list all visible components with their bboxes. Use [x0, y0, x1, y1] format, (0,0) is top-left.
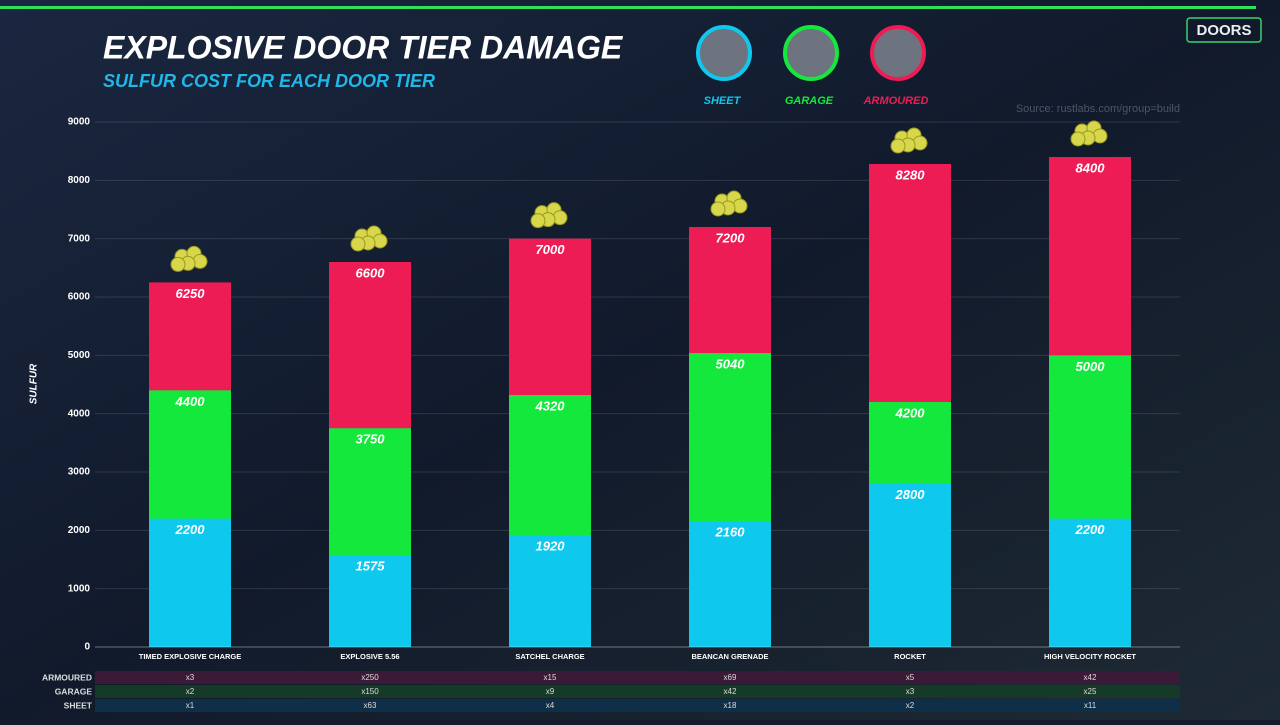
legend-icon	[783, 25, 839, 81]
bar	[149, 518, 231, 647]
chart-title: EXPLOSIVE DOOR TIER DAMAGE	[103, 29, 624, 65]
data-label: 8280	[896, 167, 926, 182]
row-label: SHEET	[64, 700, 93, 710]
table-cell: x3	[186, 673, 195, 682]
badge-box	[1186, 17, 1262, 43]
legend-icon	[870, 25, 926, 81]
x-tick-label: SATCHEL CHARGE	[515, 652, 584, 661]
y-tick-label: 2000	[68, 525, 91, 536]
data-label: 2800	[895, 487, 926, 502]
sulfur-icon	[530, 213, 546, 229]
badge: DOORS	[1196, 22, 1251, 39]
top-line	[0, 6, 1256, 9]
data-label: 7000	[536, 242, 566, 257]
source: Source: rustlabs.com/group=build	[1016, 103, 1180, 115]
legend-label: SHEET	[704, 95, 742, 107]
table-cell: x25	[1084, 687, 1097, 696]
x-tick-label: BEANCAN GRENADE	[691, 652, 768, 661]
y-tick-label: 3000	[68, 467, 91, 478]
data-label: 5040	[716, 356, 746, 371]
bar	[869, 483, 951, 647]
table-cell: x18	[724, 701, 737, 710]
y-tick-label: 8000	[68, 175, 91, 186]
chart-subtitle: SULFUR COST FOR EACH DOOR TIER	[103, 71, 435, 91]
table-cell: x15	[544, 673, 557, 682]
x-tick-label: ROCKET	[894, 652, 926, 661]
y-tick-label: 1000	[68, 583, 91, 594]
table-cell: x4	[546, 701, 555, 710]
table-cell: x250	[361, 673, 379, 682]
y-tick-label: 4000	[68, 408, 91, 419]
legend-icon	[696, 25, 752, 81]
bar	[1049, 518, 1131, 647]
table-cell: x42	[724, 687, 737, 696]
data-label: 4400	[175, 394, 206, 409]
legend-label: GARAGE	[785, 95, 834, 107]
data-label: 4200	[895, 405, 926, 420]
table-cell: x9	[546, 687, 555, 696]
data-label: 6250	[176, 286, 206, 301]
legend-label: ARMOURED	[863, 95, 929, 107]
data-label: 2160	[715, 524, 746, 539]
data-label: 1920	[536, 538, 566, 553]
y-tick-label: 7000	[68, 233, 91, 244]
data-label: 8400	[1076, 160, 1106, 175]
row-label: ARMOURED	[42, 672, 92, 682]
data-label: 5000	[1076, 359, 1106, 374]
y-tick-label: 0	[84, 642, 90, 653]
table-cell: x3	[906, 687, 915, 696]
data-label: 2200	[175, 522, 206, 537]
data-label: 6600	[356, 265, 386, 280]
table-row	[95, 685, 1180, 698]
table-cell: x150	[361, 687, 379, 696]
row-label: GARAGE	[55, 686, 93, 696]
y-tick-label: 6000	[68, 292, 91, 303]
sulfur-icon	[890, 138, 906, 154]
x-tick-label: HIGH VELOCITY ROCKET	[1044, 652, 1136, 661]
table-cell: x63	[364, 701, 377, 710]
sulfur-icon	[710, 201, 726, 217]
sulfur-icon	[1070, 131, 1086, 147]
data-label: 3750	[356, 432, 386, 447]
sulfur-icon	[170, 256, 186, 272]
y-tick-label: 5000	[68, 350, 91, 361]
sulfur-icon	[350, 236, 366, 252]
table-cell: x42	[1084, 673, 1097, 682]
table-cell: x1	[186, 701, 195, 710]
data-label: 2200	[1075, 522, 1106, 537]
y-axis-label: SULFUR	[29, 363, 40, 404]
data-label: 1575	[356, 559, 386, 574]
table-cell: x69	[724, 673, 737, 682]
table-cell: x11	[1084, 701, 1097, 710]
x-tick-label: EXPLOSIVE 5.56	[340, 652, 399, 661]
table-row	[95, 699, 1180, 712]
data-label: 4320	[535, 398, 566, 413]
table-row	[95, 671, 1180, 684]
x-tick-label: TIMED EXPLOSIVE CHARGE	[139, 652, 242, 661]
data-label: 7200	[716, 230, 746, 245]
table-cell: x2	[186, 687, 195, 696]
y-tick-label: 9000	[68, 117, 91, 128]
table-cell: x2	[906, 701, 915, 710]
table-cell: x5	[906, 673, 915, 682]
bar	[329, 555, 411, 647]
bar	[509, 535, 591, 647]
bar	[689, 521, 771, 647]
